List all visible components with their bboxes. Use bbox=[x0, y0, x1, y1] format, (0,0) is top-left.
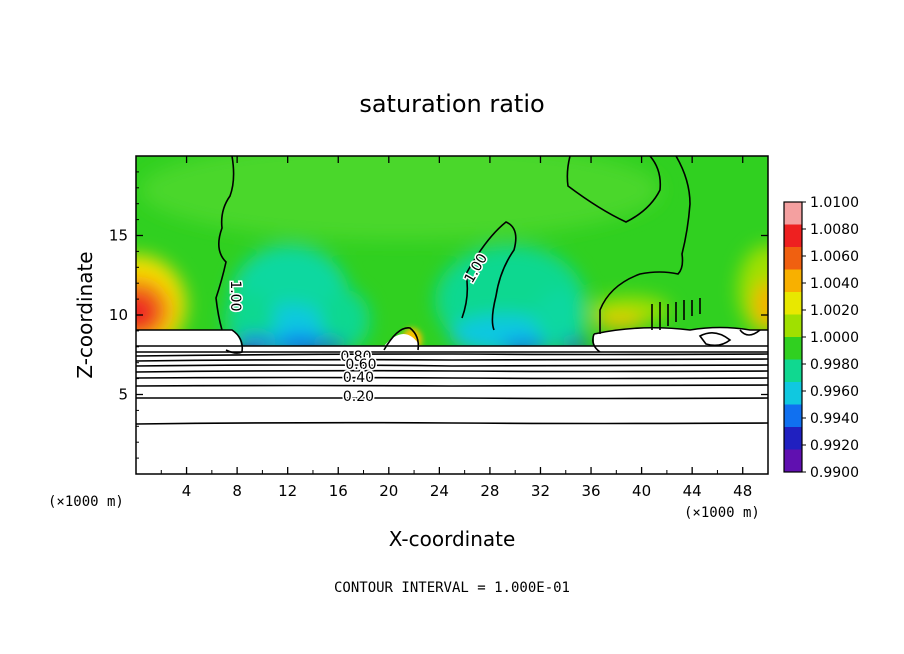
contour-interval-footer: CONTOUR INTERVAL = 1.000E-01 bbox=[334, 580, 570, 596]
x-tick-label: 20 bbox=[379, 482, 398, 500]
chart-title: saturation ratio bbox=[359, 90, 544, 118]
x-tick-label: 16 bbox=[329, 482, 348, 500]
x-tick-label: 32 bbox=[531, 482, 550, 500]
colorbar-swatch bbox=[784, 359, 802, 383]
y-axis-label: Z-coordinate bbox=[73, 251, 97, 378]
x-tick-label: 8 bbox=[232, 482, 242, 500]
colorbar-label: 1.0100 bbox=[810, 195, 859, 211]
x-tick-label: 40 bbox=[632, 482, 651, 500]
colorbar: 1.0100 1.0080 1.0060 1.0040 1.0020 1.0000 0.99… bbox=[783, 195, 859, 481]
x-unit-left: (×1000 m) bbox=[48, 494, 124, 510]
colorbar-label: 1.0080 bbox=[810, 222, 859, 238]
colorbar-swatch bbox=[784, 449, 802, 473]
x-axis: 4 8 12 16 20 24 28 32 36 40 44 48 bbox=[160, 156, 752, 500]
colorbar-swatch bbox=[784, 337, 802, 360]
y-tick-label: 15 bbox=[109, 227, 128, 245]
x-tick-label: 28 bbox=[480, 482, 499, 500]
contour-label: 0.80 bbox=[340, 349, 371, 365]
colorbar-swatch bbox=[784, 202, 802, 225]
colorbar-swatch bbox=[784, 382, 802, 405]
colorbar-label: 0.9900 bbox=[810, 465, 859, 481]
x-tick-label: 4 bbox=[182, 482, 192, 500]
colorbar-label: 1.0040 bbox=[810, 276, 859, 292]
colorbar-swatch bbox=[784, 314, 802, 338]
colorbar-swatch bbox=[784, 247, 802, 270]
colorbar-swatch bbox=[784, 292, 802, 315]
y-axis: 5 10 15 bbox=[109, 171, 768, 459]
colorbar-swatch bbox=[784, 427, 802, 450]
colorbar-label: 1.0060 bbox=[810, 249, 859, 265]
contour-label: 0.40 bbox=[343, 370, 374, 386]
colorbar-swatch bbox=[784, 269, 802, 293]
colorbar-swatch bbox=[784, 224, 802, 248]
colorbar-label: 0.9940 bbox=[810, 411, 859, 427]
x-axis-label: X-coordinate bbox=[389, 527, 516, 551]
colorbar-label: 1.0000 bbox=[810, 330, 859, 346]
x-unit-right: (×1000 m) bbox=[684, 505, 760, 521]
x-tick-label: 12 bbox=[278, 482, 297, 500]
contour-label: 0.60 bbox=[345, 357, 376, 373]
y-tick-label: 10 bbox=[109, 306, 128, 324]
heatmap-field bbox=[136, 156, 768, 474]
colorbar-label: 0.9980 bbox=[810, 357, 859, 373]
x-tick-label: 48 bbox=[733, 482, 752, 500]
x-tick-label: 44 bbox=[683, 482, 702, 500]
colorbar-label: 0.9960 bbox=[810, 384, 859, 400]
contour-label: 0.20 bbox=[343, 389, 374, 405]
contour-label: 1.00 bbox=[227, 280, 243, 311]
x-tick-label: 24 bbox=[430, 482, 449, 500]
contour-labels: 1.001.000.800.600.400.20 bbox=[225, 249, 492, 406]
colorbar-label: 0.9920 bbox=[810, 438, 859, 454]
y-tick-label: 5 bbox=[118, 386, 128, 404]
contour-lines bbox=[136, 156, 768, 425]
colorbar-swatch bbox=[784, 404, 802, 428]
colorbar-label: 1.0020 bbox=[810, 303, 859, 319]
x-tick-label: 36 bbox=[581, 482, 600, 500]
